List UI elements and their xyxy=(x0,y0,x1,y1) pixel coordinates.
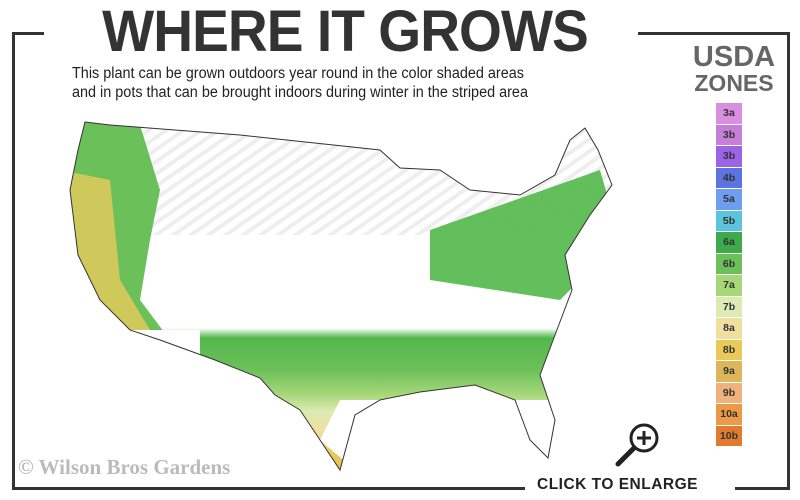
zone-swatch-6a: 6a xyxy=(716,232,742,253)
zone-swatch-9a: 9a xyxy=(716,361,742,382)
zone-swatch-9b: 9b xyxy=(716,382,742,403)
zone-legend: 3a 3b 3b 4b 5a 5b 6a 6b 7a 7b 8a 8b 9a 9b 10a 10b xyxy=(716,103,742,447)
frame-bottom-left xyxy=(12,487,525,490)
us-zone-map[interactable] xyxy=(50,110,630,480)
subtitle-line-1: This plant can be grown outdoors year ro… xyxy=(72,65,524,82)
zone-swatch-3b: 3b xyxy=(716,124,742,145)
map-fill xyxy=(70,122,612,470)
subtitle: This plant can be grown outdoors year ro… xyxy=(72,64,528,102)
subtitle-line-2: and in pots that can be brought indoors … xyxy=(72,84,528,101)
zone-swatch-8b: 8b xyxy=(716,339,742,360)
zone-swatch-7b: 7b xyxy=(716,296,742,317)
zone-swatch-6b: 6b xyxy=(716,253,742,274)
zone-swatch-5a: 5a xyxy=(716,189,742,210)
zone-swatch-10b: 10b xyxy=(716,425,742,446)
zone-swatch-8a: 8a xyxy=(716,318,742,339)
zone-swatch-10a: 10a xyxy=(716,404,742,425)
frame-top-left xyxy=(12,32,44,35)
copyright-watermark: © Wilson Bros Gardens xyxy=(18,455,231,479)
frame-right xyxy=(787,32,790,490)
legend-title-line-1: USDA xyxy=(692,41,776,73)
zone-swatch-4b: 4b xyxy=(716,167,742,188)
legend-title: USDA ZONES xyxy=(676,41,792,97)
frame-bottom-right xyxy=(735,487,790,490)
zone-swatch-3b: 3b xyxy=(716,146,742,167)
page-title: WHERE IT GROWS xyxy=(102,0,589,64)
click-to-enlarge-button[interactable]: CLICK TO ENLARGE xyxy=(537,476,698,493)
legend-title-line-2: ZONES xyxy=(694,70,774,96)
magnifier-plus-icon[interactable] xyxy=(610,420,666,468)
frame-left xyxy=(12,32,15,490)
zone-swatch-3a: 3a xyxy=(716,103,742,124)
zone-swatch-7a: 7a xyxy=(716,275,742,296)
zone-swatch-5b: 5b xyxy=(716,210,742,231)
frame-top-right xyxy=(638,32,790,35)
